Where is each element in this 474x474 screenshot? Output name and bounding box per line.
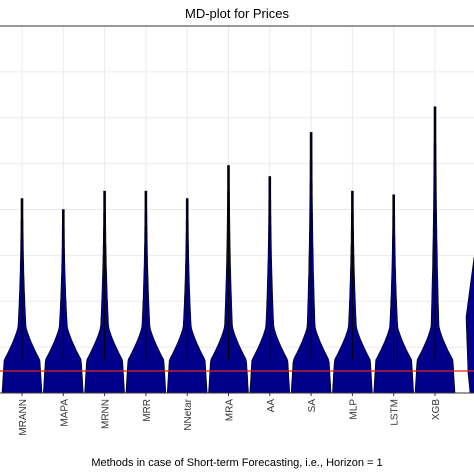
x-tick-label-xgb: XGB <box>431 399 442 420</box>
x-tick-label-aa: AA <box>266 399 277 413</box>
x-tick-label-mlp: MLP <box>348 399 359 420</box>
violins <box>1 106 474 394</box>
x-tick-label-sa: SA <box>307 399 318 413</box>
violin-partial-right <box>465 257 474 394</box>
x-tick-labels: MRANN MAPA MRNN MRR NNetar MRA AA SA MLP LSTM XGB <box>18 393 442 436</box>
x-axis-label: Methods in case of Short-term Forecastin… <box>91 457 382 469</box>
x-tick-label-mra: MRA <box>225 399 236 422</box>
x-tick-label-nnetar: NNetar <box>183 398 194 430</box>
x-tick-label-lstm: LSTM <box>390 399 401 426</box>
x-tick-label-mrann: MRANN <box>18 399 29 436</box>
x-tick-label-mapa: MAPA <box>59 399 70 427</box>
x-tick-label-mrnn: MRNN <box>101 399 112 429</box>
x-tick-label-mrr: MRR <box>142 399 153 422</box>
chart-title: MD-plot for Prices <box>185 6 290 21</box>
panel-border <box>0 25 474 394</box>
